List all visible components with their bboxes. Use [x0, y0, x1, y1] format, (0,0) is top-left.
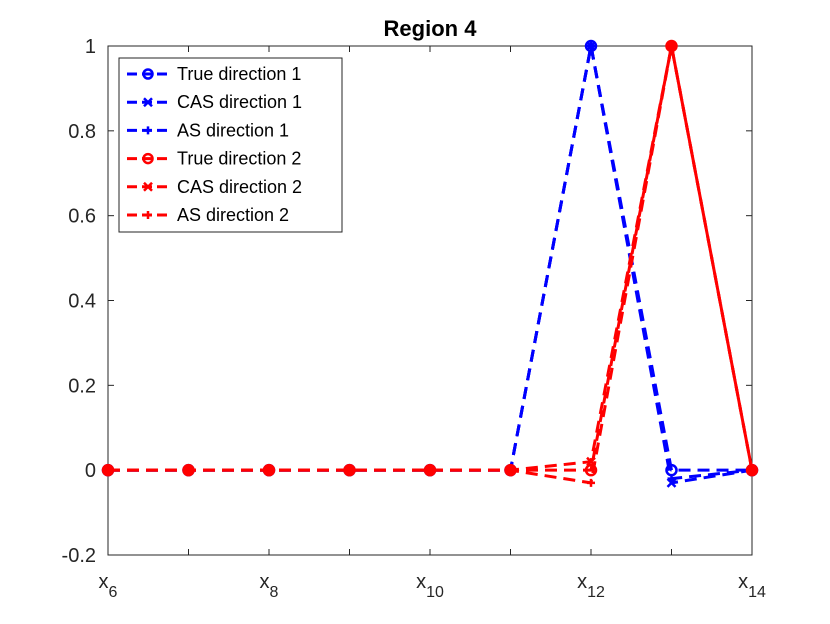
data-point [587, 42, 595, 50]
data-point [587, 478, 595, 487]
x-tick-label-subscript: 10 [426, 584, 444, 601]
legend-entry: CAS direction 1 [127, 92, 302, 112]
x-tick-label-base: x [577, 571, 587, 593]
x-tick-label-subscript: 14 [748, 584, 766, 601]
legend-label: CAS direction 1 [177, 92, 302, 112]
data-point [263, 464, 275, 477]
data-point [144, 211, 152, 219]
data-point [667, 474, 676, 483]
series-4-filled-points [102, 40, 758, 477]
x-tick-label-subscript: 12 [587, 584, 605, 601]
legend-entry: AS direction 2 [127, 205, 289, 225]
data-point [142, 152, 154, 165]
y-tick-label: 0.2 [68, 375, 96, 397]
y-tick-label: 0.8 [68, 121, 96, 143]
x-tick-label: x12 [577, 571, 605, 601]
y-tick-label: 1 [85, 36, 96, 58]
y-tick-label: -0.2 [62, 545, 96, 567]
legend-label: AS direction 1 [177, 120, 289, 140]
x-tick-label-subscript: 6 [109, 584, 118, 601]
series-layer [101, 39, 759, 488]
data-point [584, 463, 598, 477]
legend-entry: CAS direction 2 [127, 177, 302, 197]
x-tick-label-base: x [260, 571, 270, 593]
x-axis: x6 x8 x10 x12 x14 [99, 46, 766, 601]
x-tick-label-base: x [416, 571, 426, 593]
data-point [343, 464, 356, 477]
data-point [182, 464, 195, 477]
data-point [102, 464, 114, 477]
legend-box [118, 57, 343, 233]
data-point [142, 68, 154, 80]
x-tick-label-subscript: 8 [270, 584, 279, 601]
legend-entry: True direction 1 [127, 64, 301, 84]
chart-title: Region 4 [384, 16, 478, 41]
data-point [504, 464, 517, 477]
data-point [143, 181, 153, 192]
data-point [746, 464, 758, 477]
data-point [666, 478, 677, 488]
x-tick-label: x10 [416, 571, 444, 601]
x-tick-label: x6 [99, 571, 118, 601]
data-point [424, 464, 436, 477]
y-axis: -0.2 0 0.2 0.4 0.6 0.8 1 [62, 36, 752, 567]
legend-label: CAS direction 2 [177, 177, 302, 197]
data-point [143, 97, 153, 108]
series-line [108, 44, 753, 481]
x-tick-label: x8 [260, 571, 279, 601]
legend: True direction 1 CAS direction 1 AS direct… [118, 57, 343, 233]
data-point [665, 40, 678, 52]
y-tick-label: 0.6 [68, 206, 96, 228]
legend-label: AS direction 2 [177, 205, 289, 225]
legend-label: True direction 1 [177, 64, 301, 84]
x-tick-label-base: x [99, 571, 109, 593]
series-line [108, 44, 754, 485]
x-tick-label-base: x [738, 571, 748, 593]
y-tick-label: 0 [85, 460, 96, 482]
data-point [144, 126, 152, 135]
y-tick-label: 0.4 [68, 291, 96, 313]
legend-label: True direction 2 [177, 149, 301, 169]
x-tick-label: x14 [738, 571, 766, 601]
legend-entry: AS direction 1 [127, 120, 289, 140]
legend-entry: True direction 2 [127, 149, 301, 169]
